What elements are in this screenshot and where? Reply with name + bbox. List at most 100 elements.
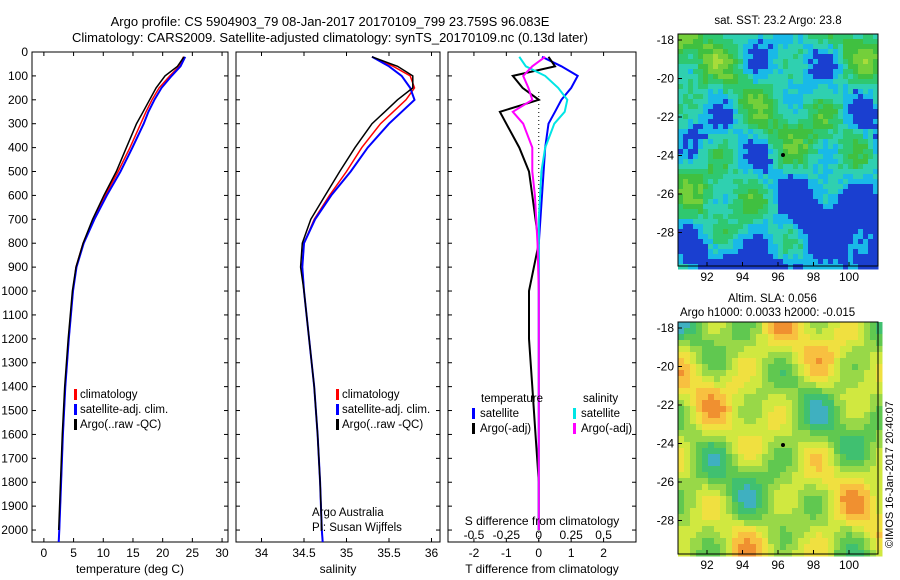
sst-map-cell	[773, 229, 779, 235]
sst-map-cell	[758, 74, 764, 80]
sst-map-cell	[738, 154, 744, 160]
sst-map-cell	[858, 214, 864, 220]
sla-map-cell	[852, 412, 859, 419]
sla-map-cell	[786, 514, 793, 521]
sst-map-cell	[698, 104, 704, 110]
sla-map-cell	[744, 460, 751, 467]
sst-map-cell	[693, 79, 699, 85]
sla-map-cell	[840, 550, 847, 557]
sla-map-cell	[858, 532, 865, 539]
sla-map-cell	[726, 502, 733, 509]
sst-map-cell	[768, 74, 774, 80]
sst-map-cell	[698, 219, 704, 225]
sst-map-cell	[838, 164, 844, 170]
sst-map-cell	[758, 254, 764, 260]
sst-map-cell	[733, 134, 739, 140]
sla-map-cell	[810, 412, 817, 419]
sst-map-cell	[863, 94, 869, 100]
sst-map-cell	[783, 259, 789, 265]
sst-map-cell	[768, 229, 774, 235]
sla-map-cell	[714, 520, 721, 527]
sla-map-cell	[708, 460, 715, 467]
sst-map-cell	[773, 89, 779, 95]
sla-map-cell	[756, 400, 763, 407]
sst-map-cell	[868, 209, 874, 215]
sst-map-cell	[688, 49, 694, 55]
sst-map-cell	[753, 124, 759, 130]
sst-map-cell	[858, 34, 864, 40]
sla-map-cell	[858, 454, 865, 461]
sla-map-cell	[690, 454, 697, 461]
sst-map-cell	[733, 209, 739, 215]
sla-map-cell	[684, 466, 691, 473]
sst-map-cell	[758, 234, 764, 240]
sla-map-cell	[744, 346, 751, 353]
sst-map-cell	[733, 34, 739, 40]
sla-map-cell	[876, 436, 883, 443]
sst-map-cell	[763, 229, 769, 235]
sst-map-cell	[858, 109, 864, 115]
sst-map-cell	[773, 179, 779, 185]
salinity-legend-swatch	[336, 419, 339, 430]
sst-map-cell	[688, 159, 694, 165]
sst-map-cell	[733, 249, 739, 255]
sst-map-cell	[858, 234, 864, 240]
sst-map-cell	[733, 239, 739, 245]
sst-map-cell	[723, 174, 729, 180]
sst-map-cell	[813, 89, 819, 95]
sst-map-cell	[678, 129, 684, 135]
sst-map-cell	[748, 114, 754, 120]
sla-map-cell	[828, 394, 835, 401]
sst-map-cell	[753, 169, 759, 175]
sst-map-cell	[703, 69, 709, 75]
sla-map-cell	[690, 382, 697, 389]
sla-map-cell	[702, 538, 709, 545]
sst-map-cell	[698, 149, 704, 155]
sla-map-cell	[738, 370, 745, 377]
sla-map-cell	[858, 370, 865, 377]
sst-map-cell	[793, 134, 799, 140]
sst-map-cell	[768, 199, 774, 205]
sla-map-cell	[804, 406, 811, 413]
sst-map-cell	[783, 264, 789, 270]
sla-map-cell	[822, 526, 829, 533]
sla-map-cell	[786, 406, 793, 413]
sla-map-cell	[774, 370, 781, 377]
sst-map-cell	[798, 204, 804, 210]
sst-map-cell	[738, 179, 744, 185]
sla-map-cell	[870, 478, 877, 485]
sst-map-cell	[683, 69, 689, 75]
diff-legend-label: Argo(-adj)	[581, 423, 632, 435]
sst-map-cell	[763, 44, 769, 50]
sst-map-cell	[833, 199, 839, 205]
sla-map-cell	[768, 418, 775, 425]
sla-map-cell	[810, 394, 817, 401]
sla-map-cell	[726, 418, 733, 425]
sla-map-cell	[732, 436, 739, 443]
sst-map-cell	[833, 189, 839, 195]
sla-map-cell	[822, 460, 829, 467]
sst-map-cell	[773, 84, 779, 90]
sla-map-cell	[762, 484, 769, 491]
sst-map-cell	[808, 219, 814, 225]
sst-map-cell	[813, 194, 819, 200]
sla-map-cell	[780, 514, 787, 521]
sst-map-cell	[743, 199, 749, 205]
sla-map-x-tick-label: 100	[839, 558, 859, 572]
sst-map-cell	[718, 64, 724, 70]
sst-map-cell	[778, 249, 784, 255]
sla-map-cell	[726, 394, 733, 401]
sla-map-cell	[852, 370, 859, 377]
sst-map-cell	[833, 79, 839, 85]
sst-map-cell	[838, 224, 844, 230]
sst-map-cell	[773, 114, 779, 120]
sst-map-cell	[728, 44, 734, 50]
sst-map-cell	[753, 209, 759, 215]
sla-map-cell	[810, 328, 817, 335]
sst-map-cell	[733, 204, 739, 210]
sst-map-cell	[763, 189, 769, 195]
sla-map-cell	[780, 454, 787, 461]
sst-map-cell	[678, 174, 684, 180]
sla-map-cell	[684, 370, 691, 377]
sst-map-cell	[743, 99, 749, 105]
